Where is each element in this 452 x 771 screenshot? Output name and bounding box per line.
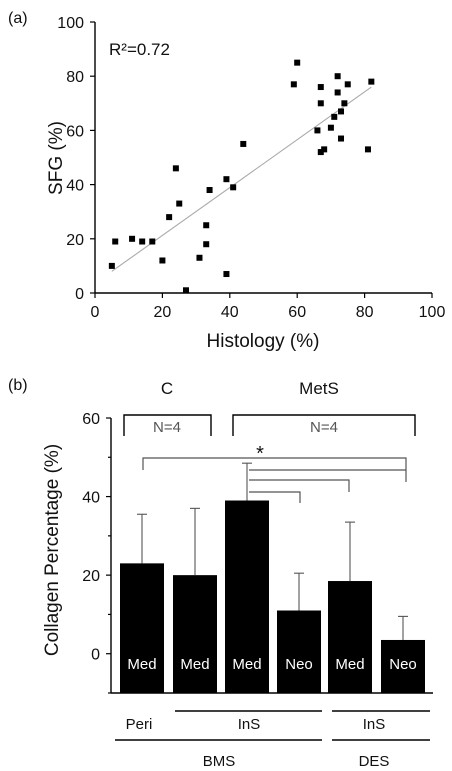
bar: [173, 575, 217, 693]
scatter-x-tick-label: 80: [356, 304, 374, 321]
scatter-x-tick-label: 60: [288, 304, 306, 321]
bracket-mets: [232, 414, 416, 436]
bar-label: Med: [127, 656, 156, 673]
scatter-x-axis-title: Histology (%): [207, 331, 320, 352]
bracket-c: [123, 414, 212, 436]
scatter-points: [108, 59, 375, 294]
scatter-point: [344, 81, 351, 88]
scatter-point: [290, 81, 297, 88]
scatter-point: [240, 140, 247, 147]
scatter-point: [203, 241, 210, 248]
scatter-point: [206, 187, 213, 194]
category-des: DES: [359, 753, 390, 770]
scatter-point: [230, 184, 237, 191]
scatter-x-ticks: 0 20 40 60 80 100: [91, 293, 446, 321]
scatter-point: [129, 235, 136, 242]
bar-y-tick-label: 40: [82, 490, 100, 507]
bar-label: Med: [180, 656, 209, 673]
bar-label: Med: [232, 656, 261, 673]
significance-star: *: [256, 443, 264, 465]
bar-y-tick-label: 20: [82, 568, 100, 585]
bar: [381, 639, 425, 693]
scatter-point: [176, 200, 183, 207]
group-title-c: C: [161, 379, 173, 398]
scatter-point: [159, 257, 166, 264]
panel-label-a: (a): [8, 10, 28, 27]
n-label-c: N=4: [153, 419, 181, 436]
n-label-mets: N=4: [310, 419, 338, 436]
bar-y-tick-label: 60: [82, 411, 100, 428]
scatter-point: [314, 127, 321, 134]
bar: [225, 500, 269, 693]
scatter-point: [317, 84, 324, 91]
scatter-x-tick-label: 100: [419, 304, 446, 321]
scatter-x-tick-label: 0: [91, 304, 100, 321]
group-title-mets: MetS: [299, 379, 339, 398]
scatter-y-tick-label: 80: [66, 69, 84, 86]
scatter-point: [317, 149, 324, 156]
scatter-point: [327, 124, 334, 131]
scatter-point: [172, 165, 179, 172]
scatter-x-tick-label: 20: [154, 304, 172, 321]
scatter-point: [341, 100, 348, 107]
scatter-y-tick-label: 60: [66, 123, 84, 140]
category-peri: Peri: [126, 716, 153, 733]
scatter-point: [338, 135, 345, 142]
scatter-point: [364, 146, 371, 153]
scatter-point: [223, 176, 230, 183]
scatter-point: [334, 89, 341, 96]
r-squared-annotation: R²=0.72: [109, 40, 170, 59]
bar-panel: (b) C MetS N=4 N=4 * 0 20 40 60 Med Med Med Ne…: [8, 377, 433, 770]
bars: Med Med Med Neo Med Neo: [120, 462, 425, 693]
bar: [120, 563, 164, 693]
scatter-y-tick-label: 100: [57, 15, 84, 32]
scatter-y-tick-label: 20: [66, 232, 84, 249]
scatter-point: [368, 78, 375, 85]
scatter-point: [196, 254, 203, 261]
bar: [328, 581, 372, 693]
bar-y-tick-label: 0: [91, 647, 100, 664]
scatter-x-tick-label: 40: [221, 304, 239, 321]
panel-label-b: (b): [8, 377, 28, 394]
scatter-y-ticks: 0 20 40 60 80 100: [57, 15, 95, 303]
sig-bracket-med-neo: [249, 491, 301, 503]
scatter-y-axis-title: SFG (%): [46, 121, 67, 195]
scatter-y-tick-label: 0: [75, 286, 84, 303]
bar: [277, 610, 321, 693]
category-ins-bms: InS: [238, 716, 261, 733]
scatter-point: [321, 146, 328, 153]
scatter-point: [112, 238, 119, 245]
bar-label: Med: [335, 656, 364, 673]
scatter-point: [139, 238, 146, 245]
bar-label: Neo: [285, 656, 313, 673]
scatter-point: [108, 262, 115, 269]
scatter-point: [182, 287, 189, 294]
category-bms: BMS: [203, 753, 236, 770]
scatter-point: [223, 271, 230, 278]
bar-y-axis-title: Collagen Percentage (%): [42, 444, 63, 656]
scatter-point: [338, 108, 345, 115]
bar-label: Neo: [389, 656, 417, 673]
scatter-point: [317, 100, 324, 107]
bar-y-ticks: 0 20 40 60: [82, 411, 111, 694]
scatter-point: [149, 238, 156, 245]
scatter-panel: (a) R²=0.72 0 20 40 60 80 100 0 20 40 60 80 100 Hi…: [8, 10, 445, 352]
scatter-point: [334, 73, 341, 80]
scatter-point: [331, 113, 338, 120]
category-ins-des: InS: [363, 716, 386, 733]
scatter-point: [203, 222, 210, 229]
scatter-y-tick-label: 40: [66, 178, 84, 195]
scatter-point: [294, 59, 301, 66]
scatter-point: [166, 214, 173, 221]
sig-bracket-med-des: [249, 479, 350, 492]
